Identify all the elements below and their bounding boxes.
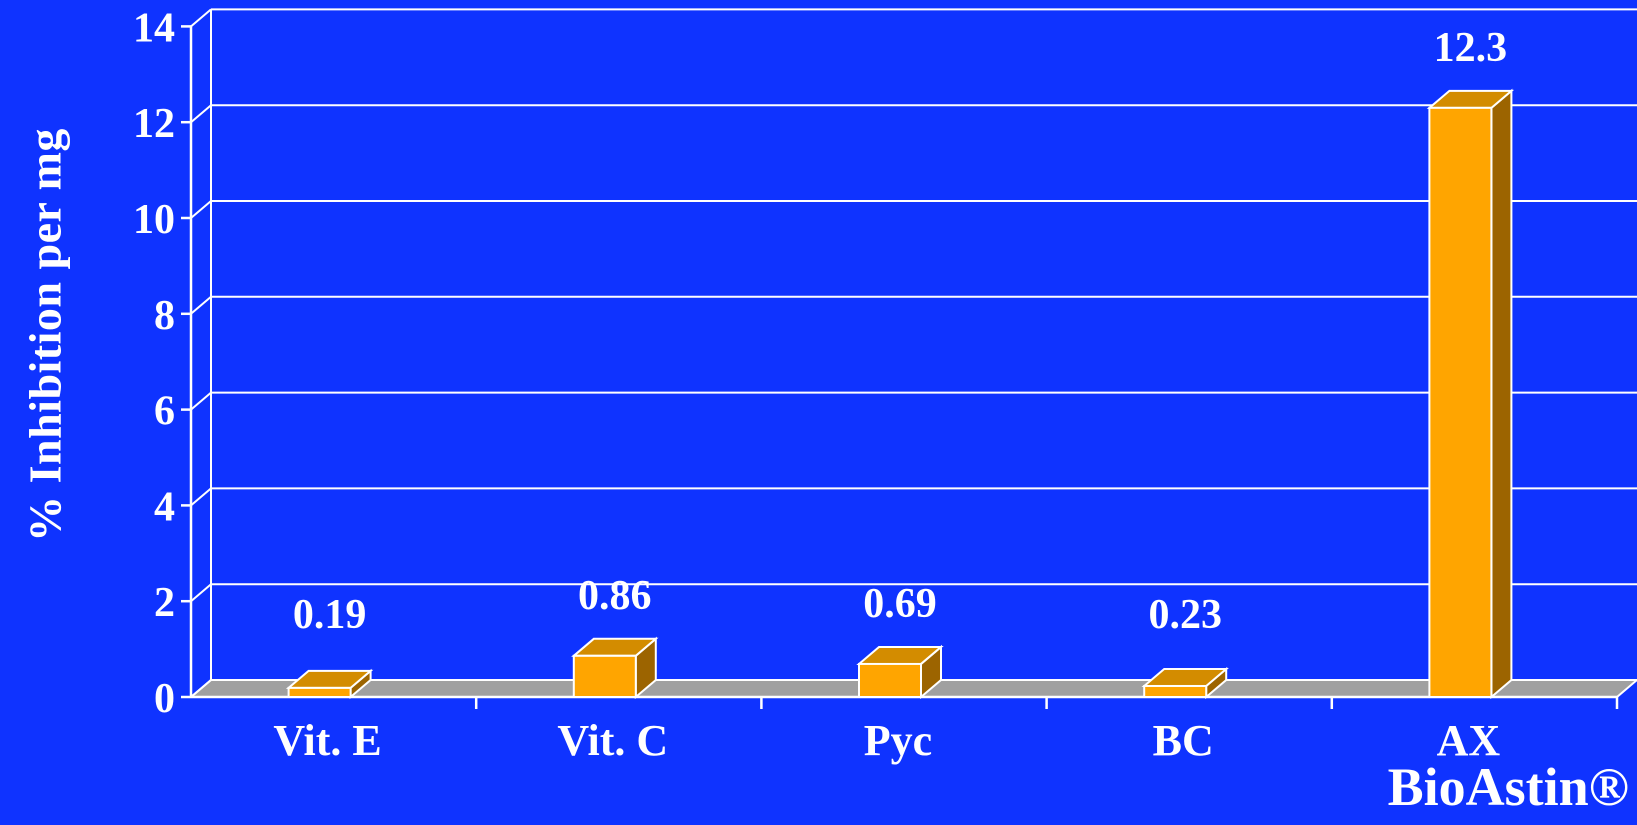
data-label-4: 12.3 (1434, 25, 1508, 71)
bar-4 (1428, 106, 1493, 698)
x-tick-label-4: AX (1437, 716, 1501, 765)
y-tick-label-4: 4 (154, 484, 175, 530)
bar-1 (572, 654, 637, 699)
brand-annotation: BioAstin® (1387, 757, 1629, 817)
y-tick-label-14: 14 (133, 5, 175, 51)
wall-tick-0 (190, 679, 212, 698)
wall-tick-14 (190, 8, 212, 28)
data-label-3: 0.23 (1148, 592, 1222, 638)
wall-tick-4 (190, 487, 212, 507)
data-label-1: 0.86 (578, 573, 652, 619)
bar-side-4 (1490, 88, 1513, 700)
x-tick-label-3: BC (1153, 716, 1214, 765)
data-label-2: 0.69 (863, 581, 937, 627)
bar-3 (1143, 684, 1208, 698)
y-tick-label-12: 12 (133, 101, 175, 147)
y-tick-label-0: 0 (154, 676, 175, 722)
y-tick-label-10: 10 (133, 197, 175, 243)
wall-tick-2 (190, 583, 212, 602)
y-tick-label-2: 2 (154, 580, 175, 626)
data-label-0: 0.19 (293, 592, 367, 638)
x-tick-label-1: Vit. C (557, 716, 668, 765)
x-tick-label-0: Vit. E (273, 716, 381, 765)
y-tick-label-6: 6 (154, 389, 175, 435)
x-tick-label-2: Pyc (864, 716, 932, 765)
bar-0 (287, 686, 352, 698)
y-axis-label: % Inhibition per mg (19, 128, 71, 542)
wall-tick-12 (190, 104, 212, 123)
wall-tick-6 (190, 391, 212, 411)
wall-tick-10 (190, 200, 212, 219)
wall-tick-8 (190, 296, 212, 315)
bar-2 (858, 662, 922, 698)
y-tick-label-8: 8 (154, 293, 175, 339)
